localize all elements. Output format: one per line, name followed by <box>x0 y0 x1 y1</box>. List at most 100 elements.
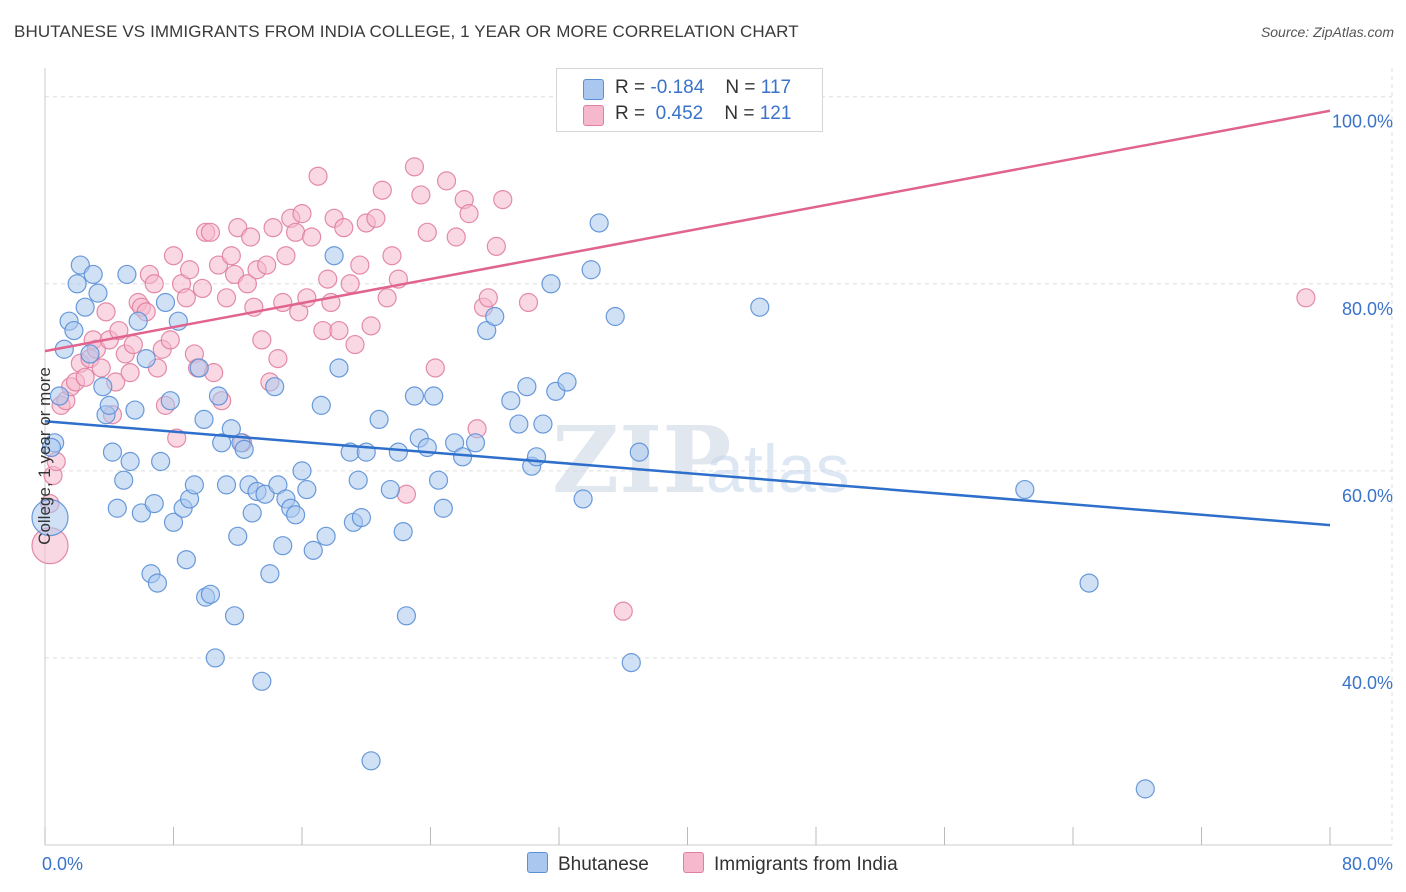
point-bhutanese <box>265 377 285 397</box>
point-bhutanese <box>205 648 225 668</box>
legend-n-value: 121 <box>759 103 792 124</box>
point-india <box>366 208 386 228</box>
point-bhutanese <box>501 391 521 411</box>
point-india <box>436 171 457 191</box>
point-bhutanese <box>557 372 577 392</box>
point-bhutanese <box>509 414 529 434</box>
x-tick-label: 80.0% <box>1342 854 1393 874</box>
bottom-legend-label: Bhutanese <box>558 854 649 875</box>
point-bhutanese <box>160 391 180 411</box>
point-bhutanese <box>541 274 561 294</box>
watermark-atlas: atlas <box>706 431 850 507</box>
point-bhutanese <box>1015 479 1035 500</box>
point-bhutanese <box>348 470 368 490</box>
x-tick-label: 0.0% <box>42 854 83 874</box>
point-bhutanese <box>117 264 137 285</box>
point-india <box>192 278 213 299</box>
point-bhutanese <box>184 475 204 495</box>
point-bhutanese <box>49 386 70 406</box>
point-india <box>478 288 498 308</box>
point-bhutanese <box>517 377 537 397</box>
point-india <box>518 292 539 313</box>
point-india <box>417 222 437 242</box>
point-bhutanese <box>80 344 100 364</box>
axis-layer <box>44 68 1392 846</box>
point-bhutanese <box>273 536 293 556</box>
point-bhutanese <box>147 573 168 593</box>
point-bhutanese <box>176 550 196 570</box>
point-india <box>313 320 333 341</box>
point-india <box>302 227 322 247</box>
point-bhutanese <box>31 499 69 537</box>
point-bhutanese <box>64 320 84 341</box>
point-bhutanese <box>255 484 275 504</box>
bottom-legend-bhutanese[interactable]: Bhutanese <box>527 852 649 876</box>
point-india <box>361 316 381 336</box>
source-label: Source: ZipAtlas.com <box>1260 24 1394 40</box>
point-india <box>91 358 111 378</box>
point-india <box>237 274 257 294</box>
point-bhutanese <box>573 489 593 509</box>
point-bhutanese <box>1079 573 1099 593</box>
point-india <box>208 255 229 275</box>
bottom-legend-india[interactable]: Immigrants from India <box>683 852 898 876</box>
point-india <box>459 204 479 224</box>
point-bhutanese <box>311 395 331 415</box>
point-bhutanese <box>234 439 254 459</box>
point-bhutanese <box>102 442 123 462</box>
point-india <box>285 222 306 242</box>
point-bhutanese <box>526 447 547 467</box>
legend-n-label: N = <box>725 77 756 98</box>
point-bhutanese <box>380 479 400 500</box>
point-india <box>276 246 296 266</box>
point-bhutanese <box>303 540 323 560</box>
point-bhutanese <box>189 358 209 378</box>
tick-label-layer: 40.0% 60.0% 80.0% 100.0% 0.0% 80.0% <box>42 112 1393 874</box>
point-bhutanese <box>329 358 349 378</box>
point-bhutanese <box>605 306 625 327</box>
point-india <box>318 269 338 289</box>
bottom-legend-swatch-pink <box>683 852 704 873</box>
point-bhutanese <box>621 653 641 673</box>
point-india <box>263 218 283 238</box>
point-india <box>123 334 143 355</box>
point-bhutanese <box>629 442 649 462</box>
point-bhutanese <box>393 522 413 542</box>
point-india <box>446 227 466 247</box>
point-india <box>404 157 425 177</box>
point-bhutanese <box>67 274 87 294</box>
y-tick-label: 40.0% <box>1342 673 1393 693</box>
point-bhutanese <box>533 414 553 434</box>
point-india <box>109 320 129 341</box>
point-bhutanese <box>93 377 113 397</box>
point-india <box>144 274 164 294</box>
point-bhutanese <box>581 260 601 280</box>
legend-swatch-blue <box>583 79 604 100</box>
point-bhutanese <box>83 264 103 285</box>
point-india <box>216 288 237 308</box>
point-india <box>224 264 245 285</box>
point-bhutanese <box>99 395 119 415</box>
point-bhutanese <box>404 386 425 406</box>
point-bhutanese <box>361 751 381 771</box>
point-bhutanese <box>70 255 90 275</box>
point-india <box>252 330 272 350</box>
point-bhutanese <box>433 498 453 518</box>
point-bhutanese <box>369 409 389 430</box>
point-bhutanese <box>465 433 486 453</box>
point-india <box>241 227 261 247</box>
point-bhutanese <box>216 475 237 495</box>
series-bhutanese-points <box>31 213 1155 799</box>
point-bhutanese <box>260 564 280 584</box>
point-bhutanese <box>242 503 262 523</box>
grid-layer <box>45 68 1393 845</box>
point-india <box>75 367 95 387</box>
point-india <box>493 189 513 210</box>
trend-layer <box>44 109 1331 527</box>
point-bhutanese <box>428 470 449 490</box>
legend-n-value: 117 <box>760 77 792 98</box>
point-india <box>120 363 140 383</box>
point-bhutanese <box>107 498 127 518</box>
point-india <box>257 255 277 275</box>
point-india <box>613 601 633 621</box>
